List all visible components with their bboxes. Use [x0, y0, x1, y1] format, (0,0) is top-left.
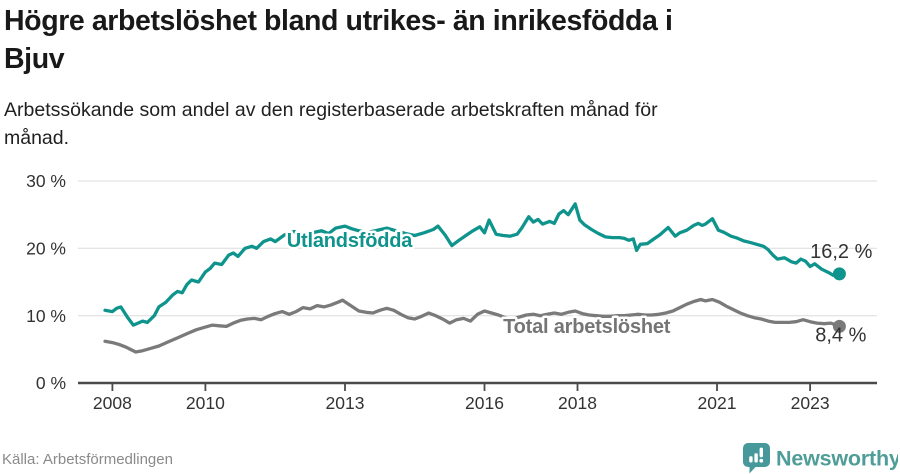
y-tick-label-30: 30 % [26, 171, 66, 191]
x-tick-label-2018: 2018 [558, 393, 597, 413]
bar-tall [754, 453, 758, 463]
end-value-label-utlandsf-dda: 16,2 % [810, 241, 872, 263]
x-tick-label-2023: 2023 [791, 393, 830, 413]
x-tick-label-2021: 2021 [698, 393, 737, 413]
series-line-utlandsf-dda [103, 202, 842, 327]
end-dot-utlandsf-dda [832, 267, 846, 281]
brand-name: Newsworthy [776, 447, 898, 471]
page-title: Högre arbetslöshet bland utrikes- än inr… [4, 3, 896, 78]
exclamation-dot [759, 458, 764, 463]
end-value-label-total-arbetsl-shet: 8,4 % [815, 324, 866, 346]
y-tick-label-10: 10 % [26, 306, 66, 326]
title-line-1: Högre arbetslöshet bland utrikes- än inr… [4, 5, 673, 37]
series-line-total-arbetsl-shet [103, 297, 842, 354]
newsworthy-logo: Newsworthy [743, 443, 898, 474]
exclamation-bar [759, 447, 763, 458]
x-tick-label-2008: 2008 [93, 393, 132, 413]
y-tick-label-0: 0 % [36, 373, 66, 393]
newsworthy-bubble-chart-icon [743, 443, 770, 474]
bar-short [749, 456, 753, 463]
series-label-utlandsf-dda: Utlandsfödda [287, 230, 413, 252]
subtitle-line-1: Arbetssökande som andel av den registerb… [4, 99, 658, 121]
source-note: Källa: Arbetsförmedlingen [2, 451, 173, 468]
title-line-2: Bjuv [4, 42, 65, 75]
y-tick-label-20: 20 % [26, 239, 66, 259]
series-label-total-arbetsl-shet: Total arbetslöshet [503, 316, 671, 338]
x-tick-label-2016: 2016 [465, 393, 504, 413]
x-tick-label-2013: 2013 [326, 393, 365, 413]
end-dot-total-arbetsl-shet [832, 319, 846, 333]
subtitle-line-2: månad. [4, 126, 70, 149]
chart-subtitle: Arbetssökande som andel av den registerb… [4, 97, 824, 152]
x-tick-label-2010: 2010 [186, 393, 225, 413]
